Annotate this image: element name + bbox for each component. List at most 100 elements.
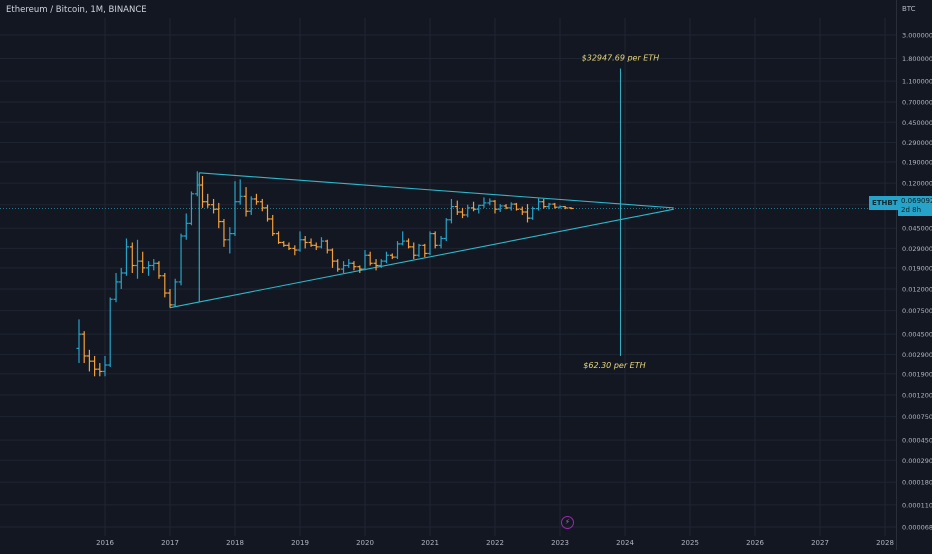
ohlc-bar bbox=[253, 193, 259, 205]
y-tick-label: 0.004500 bbox=[902, 331, 932, 339]
ohlc-bar bbox=[422, 243, 428, 258]
ohlc-bar bbox=[460, 207, 465, 219]
ohlc-bar bbox=[351, 261, 357, 271]
ohlc-bar bbox=[525, 204, 530, 223]
ohlc-bar bbox=[156, 261, 162, 279]
ohlc-bar bbox=[205, 193, 211, 208]
y-tick-label: 0.120000 bbox=[902, 180, 932, 188]
y-tick-label: 0.001200 bbox=[902, 391, 932, 399]
ohlc-bar bbox=[248, 196, 254, 215]
x-tick-label: 2023 bbox=[551, 539, 569, 547]
chart-title: Ethereum / Bitcoin, 1M, BINANCE bbox=[6, 5, 147, 15]
ohlc-bar bbox=[76, 319, 82, 364]
ohlc-bar bbox=[519, 206, 525, 215]
x-tick-label: 2027 bbox=[811, 539, 829, 547]
ohlc-bar bbox=[416, 243, 422, 258]
ohlc-bar bbox=[259, 198, 265, 212]
trendline-lower bbox=[169, 208, 674, 309]
ohlc-bar bbox=[313, 242, 319, 251]
ohlc-bar bbox=[308, 238, 314, 247]
ohlc-bar bbox=[286, 242, 292, 251]
ohlc-bar bbox=[183, 213, 189, 240]
bar-countdown: 2d 8h bbox=[901, 206, 922, 214]
ohlc-bar bbox=[357, 265, 363, 273]
x-tick-label: 2016 bbox=[96, 539, 114, 547]
ohlc-bar bbox=[216, 202, 222, 229]
y-tick-label: 0.007500 bbox=[902, 307, 932, 315]
ohlc-bar bbox=[465, 204, 471, 218]
trendlines bbox=[0, 68, 896, 356]
ohlc-bar bbox=[81, 331, 87, 364]
ohlc-bar bbox=[265, 204, 270, 222]
y-tick-label: 0.029000 bbox=[902, 245, 932, 253]
ohlc-bar bbox=[167, 289, 173, 308]
trendline-upper bbox=[199, 172, 674, 209]
ohlc-bar bbox=[443, 218, 449, 242]
ohlc-bars bbox=[76, 171, 574, 377]
ohlc-bar bbox=[151, 259, 157, 271]
ohlc-bar bbox=[427, 231, 433, 256]
y-tick-label: 0.000180 bbox=[902, 479, 932, 487]
price-axis-separator bbox=[896, 0, 897, 550]
ohlc-bar bbox=[135, 239, 140, 279]
ohlc-bar bbox=[211, 198, 217, 214]
y-tick-label: 0.000110 bbox=[902, 501, 932, 509]
ohlc-bar bbox=[395, 241, 400, 260]
x-tick-label: 2017 bbox=[161, 539, 179, 547]
ohlc-bar bbox=[562, 205, 568, 210]
y-tick-label: 0.000750 bbox=[902, 413, 932, 421]
ohlc-bar bbox=[227, 227, 233, 254]
y-tick-label: 3.000000 bbox=[902, 32, 932, 40]
ohlc-bar bbox=[146, 261, 152, 276]
ohlc-bar bbox=[448, 198, 454, 224]
ohlc-bar bbox=[362, 250, 368, 271]
ohlc-bar bbox=[476, 204, 482, 214]
ohlc-bar bbox=[503, 204, 509, 210]
ohlc-bar bbox=[406, 238, 412, 249]
x-axis: 2016 2017 2018 2019 2020 2021 2022 2023 2024 2025… bbox=[96, 539, 894, 547]
ohlc-bar bbox=[541, 198, 547, 209]
x-tick-label: 2022 bbox=[486, 539, 504, 547]
ohlc-bar bbox=[194, 171, 200, 197]
ohlc-bar bbox=[341, 261, 347, 273]
x-tick-label: 2028 bbox=[876, 539, 894, 547]
ohlc-bar bbox=[497, 204, 503, 213]
ohlc-bar bbox=[97, 363, 103, 377]
ohlc-bar bbox=[557, 205, 563, 209]
ohlc-bar bbox=[270, 214, 276, 236]
ohlc-bar bbox=[318, 237, 324, 249]
ohlc-bar bbox=[432, 231, 438, 249]
ohlc-bar bbox=[400, 231, 406, 246]
last-price-value: 0.069092 bbox=[901, 197, 932, 205]
ohlc-bar bbox=[546, 202, 552, 210]
ohlc-bar bbox=[123, 238, 129, 276]
ohlc-bar bbox=[221, 218, 227, 247]
ohlc-bar bbox=[92, 355, 98, 377]
lightning-icon[interactable]: ⚡ bbox=[561, 516, 574, 529]
y-tick-label: 0.290000 bbox=[902, 139, 932, 147]
ohlc-bar bbox=[178, 233, 184, 286]
ohlc-bar bbox=[454, 200, 460, 215]
ohlc-bar bbox=[243, 187, 249, 217]
last-price-tag: 0.069092 2d 8h bbox=[898, 196, 932, 216]
x-tick-label: 2020 bbox=[356, 539, 374, 547]
axis-currency: BTC bbox=[902, 5, 916, 13]
ohlc-bar bbox=[346, 259, 352, 268]
ohlc-bar bbox=[530, 206, 536, 220]
y-tick-label: 0.190000 bbox=[902, 158, 932, 166]
y-tick-label: 0.001900 bbox=[902, 370, 932, 378]
y-tick-label: 0.000450 bbox=[902, 437, 932, 445]
annotation-lower: $62.30 per ETH bbox=[583, 361, 645, 370]
y-tick-label: 0.002900 bbox=[902, 351, 932, 359]
ohlc-bar bbox=[378, 259, 384, 268]
ohlc-bar bbox=[276, 231, 282, 244]
ohlc-bar bbox=[324, 239, 330, 254]
y-tick-label: 0.700000 bbox=[902, 98, 932, 106]
ohlc-bar bbox=[568, 207, 574, 210]
ohlc-bar bbox=[373, 259, 379, 271]
annotation-upper: $32947.69 per ETH bbox=[582, 53, 660, 62]
y-tick-label: 0.000068 bbox=[902, 524, 932, 532]
ohlc-bar bbox=[292, 245, 298, 256]
